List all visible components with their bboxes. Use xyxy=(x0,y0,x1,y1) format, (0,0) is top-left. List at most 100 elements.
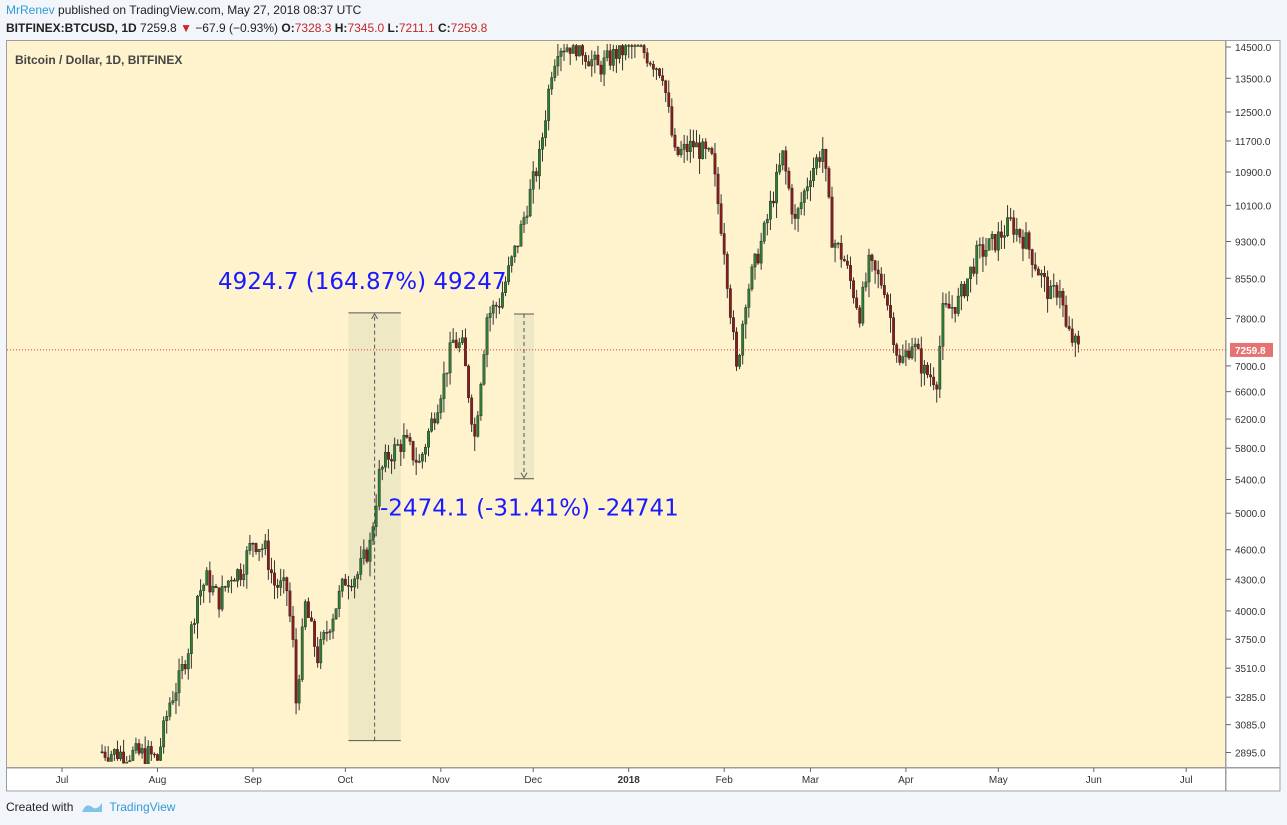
candle-body xyxy=(501,292,504,308)
candle-body xyxy=(667,92,671,107)
candle-body xyxy=(282,577,286,581)
candle-body xyxy=(420,453,424,462)
ohlc-line: BITFINEX:BTCUSD, 1D 7259.8 ▼ −67.9 (−0.9… xyxy=(6,21,487,35)
candle-body xyxy=(1003,235,1006,238)
candle-body xyxy=(276,585,279,588)
candle-body xyxy=(424,446,427,455)
candle-body xyxy=(322,632,326,640)
candle-body xyxy=(445,372,449,375)
candle-body xyxy=(830,196,834,248)
candle-body xyxy=(584,55,588,62)
candle-body xyxy=(846,260,849,266)
candle-body xyxy=(347,585,350,587)
candle-body xyxy=(861,286,865,324)
candle-body xyxy=(116,749,119,760)
candle-body xyxy=(236,569,239,582)
candle-body xyxy=(627,45,631,47)
candle-body xyxy=(464,337,467,367)
candle-body xyxy=(574,45,578,57)
candle-body xyxy=(1024,232,1028,249)
candle-body xyxy=(605,50,609,59)
candle-body xyxy=(815,157,819,169)
price-axis[interactable] xyxy=(1225,40,1281,768)
candle-body xyxy=(300,626,304,680)
candle-body xyxy=(159,746,162,761)
candle-body xyxy=(630,45,634,47)
candle-body xyxy=(544,120,547,138)
last-price-badge xyxy=(1230,342,1273,357)
candle-body xyxy=(852,280,855,299)
candle-body xyxy=(950,307,954,309)
x-tick-label: Jun xyxy=(1086,775,1102,786)
candle-body xyxy=(728,288,732,318)
candle-body xyxy=(504,281,507,293)
candle-body xyxy=(396,444,400,446)
price-chart[interactable]: 2895.0 3085.0 3285.0 3510.0 3750.0 4000.0 4300… xyxy=(6,40,1281,792)
candle-body xyxy=(273,572,276,586)
candle-body xyxy=(658,68,661,76)
candle-body xyxy=(898,355,902,363)
candle-body xyxy=(451,339,455,343)
candle-body xyxy=(941,303,945,347)
candle-body xyxy=(1030,249,1034,265)
chart-container[interactable]: 2895.0 3085.0 3285.0 3510.0 3750.0 4000.0 4300… xyxy=(6,40,1281,792)
tradingview-link[interactable]: TradingView xyxy=(109,800,176,814)
candle-body xyxy=(799,202,803,209)
y-tick-label: 2895.0 xyxy=(1235,749,1266,760)
y-tick-label: 6600.0 xyxy=(1235,388,1266,399)
time-axis[interactable] xyxy=(6,767,1226,792)
candle-body xyxy=(550,77,554,90)
candle-body xyxy=(636,45,640,47)
candle-body xyxy=(525,215,529,218)
x-tick-label: Jul xyxy=(56,775,69,786)
candle-body xyxy=(494,304,498,307)
candle-body xyxy=(534,171,538,177)
candle-body xyxy=(904,350,908,357)
candle-body xyxy=(963,283,966,297)
candle-body xyxy=(809,180,812,187)
candle-body xyxy=(907,350,911,359)
candle-body xyxy=(368,539,372,562)
candle-body xyxy=(701,141,705,159)
candle-body xyxy=(624,45,628,56)
y-tick-label: 5800.0 xyxy=(1235,444,1266,455)
candle-body xyxy=(775,171,778,204)
candle-body xyxy=(325,632,329,634)
candle-body xyxy=(214,585,218,588)
candle-body xyxy=(177,670,181,694)
candle-body xyxy=(744,307,748,325)
open-label: O: xyxy=(281,21,295,35)
candle-body xyxy=(405,434,409,438)
candle-body xyxy=(972,266,976,274)
candle-body xyxy=(571,45,575,54)
candle-body xyxy=(821,148,825,162)
candle-body xyxy=(944,303,948,305)
candle-body xyxy=(1049,285,1053,299)
candle-body xyxy=(263,540,267,549)
candle-body xyxy=(1055,285,1059,298)
author-link[interactable]: MrRenev xyxy=(6,3,55,17)
candle-body xyxy=(128,760,132,763)
y-tick-label: 7800.0 xyxy=(1235,315,1266,326)
candle-body xyxy=(303,601,307,628)
candle-body xyxy=(513,245,517,257)
measure-arrow-down-icon xyxy=(520,472,528,479)
candle-body xyxy=(217,587,221,610)
candle-body xyxy=(916,343,920,349)
y-tick-label: 4000.0 xyxy=(1235,607,1266,618)
candle-body xyxy=(719,203,723,234)
candle-body xyxy=(596,54,600,66)
open-value: 7328.3 xyxy=(294,21,332,35)
candle-body xyxy=(202,584,206,591)
candle-body xyxy=(417,460,421,463)
candle-body xyxy=(371,526,375,541)
candle-body xyxy=(661,75,665,81)
candle-body xyxy=(399,444,403,452)
candle-body xyxy=(165,716,169,721)
candle-body xyxy=(251,543,255,545)
candle-body xyxy=(553,65,557,78)
x-tick-label: 2018 xyxy=(618,775,641,786)
candle-body xyxy=(310,617,313,622)
plot-area[interactable] xyxy=(6,40,1226,768)
candle-body xyxy=(753,253,757,268)
